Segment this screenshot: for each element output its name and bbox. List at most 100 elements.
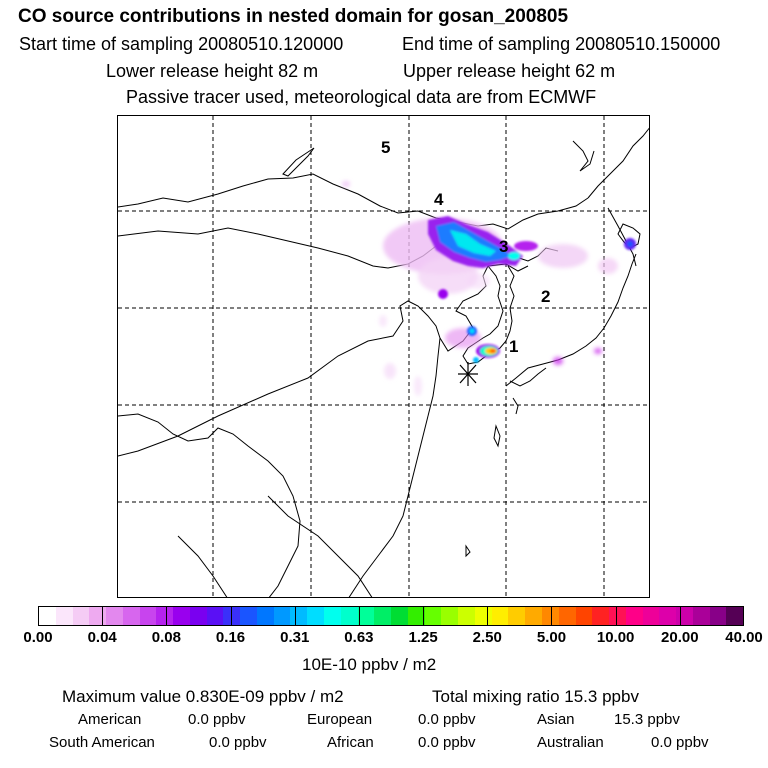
- colorbar-tick-label: 0.00: [23, 629, 53, 646]
- coast-line: [118, 263, 529, 457]
- border-line: [267, 495, 373, 597]
- colorbar-tick-label: 0.08: [151, 629, 181, 646]
- colorbar-swatch: [625, 607, 643, 625]
- colorbar-divider: [615, 606, 617, 626]
- colorbar-swatch: [55, 607, 73, 625]
- coast-line: [512, 397, 519, 415]
- region-value: 0.0 ppbv: [651, 734, 709, 751]
- colorbar-swatch: [324, 607, 341, 625]
- colorbar-tick-label: 0.04: [87, 629, 117, 646]
- coast-line: [462, 265, 515, 365]
- coast-line: [607, 207, 637, 267]
- region-label: Australian: [537, 734, 604, 751]
- colorbar-swatch: [659, 607, 677, 625]
- coast-line: [465, 544, 471, 558]
- lower-release-height: Lower release height 82 m: [106, 61, 319, 81]
- region-value: 15.3 ppbv: [614, 711, 680, 728]
- coast-line: [587, 127, 649, 199]
- colorbar-swatch: [89, 607, 107, 625]
- colorbar-swatch: [391, 607, 408, 625]
- colorbar-tick-label: 40.00: [725, 629, 763, 646]
- region-value: 0.0 ppbv: [188, 711, 246, 728]
- colorbar-swatch: [340, 607, 358, 625]
- map-label: 2: [541, 287, 550, 306]
- colorbar-swatch: [206, 607, 224, 625]
- colorbar-swatch: [541, 607, 559, 625]
- colorbar-swatch: [189, 607, 207, 625]
- colorbar-swatch: [491, 607, 509, 625]
- colorbar-swatch: [290, 607, 308, 625]
- colorbar-swatch: [307, 607, 325, 625]
- colorbar-swatch: [441, 607, 459, 625]
- colorbar-swatch: [709, 607, 727, 625]
- colorbar-divider: [423, 606, 425, 626]
- colorbar-swatch: [106, 607, 123, 625]
- lake-outline: [282, 147, 315, 177]
- colorbar-swatch: [139, 607, 157, 625]
- coast-line: [572, 140, 595, 172]
- border-line: [118, 413, 301, 597]
- colorbar-swatch: [256, 607, 274, 625]
- colorbar-swatch: [592, 607, 610, 625]
- asterisk-icon: [458, 362, 478, 386]
- colorbar-swatch: [726, 607, 744, 625]
- coast-line: [505, 253, 637, 387]
- colorbar-divider: [230, 606, 232, 626]
- map-label: 1: [509, 337, 518, 356]
- coast-line: [427, 337, 441, 417]
- colorbar-swatch: [273, 607, 291, 625]
- colorbar-swatch: [474, 607, 492, 625]
- upper-release-height: Upper release height 62 m: [403, 61, 616, 81]
- region-value: 0.0 ppbv: [418, 711, 476, 728]
- total-mixing-ratio: Total mixing ratio 15.3 ppbv: [432, 687, 639, 706]
- colorbar: [38, 606, 744, 626]
- colorbar-swatch: [240, 607, 257, 625]
- region-label: American: [78, 711, 142, 728]
- map-panel: 1 2 3 4 5: [117, 115, 650, 598]
- start-time: Start time of sampling 20080510.120000: [19, 34, 344, 54]
- coast-line: [348, 415, 429, 597]
- coast-line: [493, 424, 501, 448]
- map-label: 3: [499, 237, 508, 256]
- concentration-field: [342, 181, 636, 396]
- colorbar-swatch: [609, 607, 626, 625]
- colorbar-tick-label: 20.00: [661, 629, 699, 646]
- colorbar-tick-label: 0.31: [280, 629, 310, 646]
- colorbar-swatch: [424, 607, 442, 625]
- colorbar-swatch: [676, 607, 693, 625]
- border-line: [118, 173, 589, 230]
- end-time: End time of sampling 20080510.150000: [402, 34, 721, 54]
- colorbar-tick-label: 5.00: [536, 629, 567, 646]
- coastlines: [118, 127, 649, 597]
- colorbar-swatch: [407, 607, 425, 625]
- colorbar-divider: [294, 606, 296, 626]
- colorbar-divider: [487, 606, 489, 626]
- colorbar-swatch: [223, 607, 241, 625]
- region-label: European: [307, 711, 373, 728]
- colorbar-swatch: [156, 607, 174, 625]
- colorbar-swatch: [458, 607, 475, 625]
- colorbar-tick-label: 2.50: [472, 629, 502, 646]
- colorbar-divider: [551, 606, 553, 626]
- colorbar-swatch: [575, 607, 593, 625]
- plot-title: CO source contributions in nested domain…: [18, 6, 569, 27]
- colorbar-divider: [166, 606, 168, 626]
- colorbar-swatch: [558, 607, 576, 625]
- map-canvas: 1 2 3 4 5: [118, 116, 649, 597]
- colorbar-swatch: [357, 607, 375, 625]
- colorbar-tick-label: 0.63: [344, 629, 374, 646]
- colorbar-swatch: [72, 607, 90, 625]
- colorbar-tick-label: 0.16: [215, 629, 246, 646]
- colorbar-swatch: [122, 607, 140, 625]
- coast-line: [509, 367, 547, 387]
- map-label: 4: [434, 190, 444, 209]
- region-label: South American: [49, 734, 155, 751]
- region-value: 0.0 ppbv: [418, 734, 476, 751]
- colorbar-divider: [679, 606, 681, 626]
- colorbar-swatch: [374, 607, 392, 625]
- colorbar-swatch: [508, 607, 526, 625]
- graticule: [118, 116, 649, 597]
- colorbar-swatch: [642, 607, 660, 625]
- max-value: Maximum value 0.830E-09 ppbv / m2: [62, 687, 344, 706]
- colorbar-swatch: [39, 607, 56, 625]
